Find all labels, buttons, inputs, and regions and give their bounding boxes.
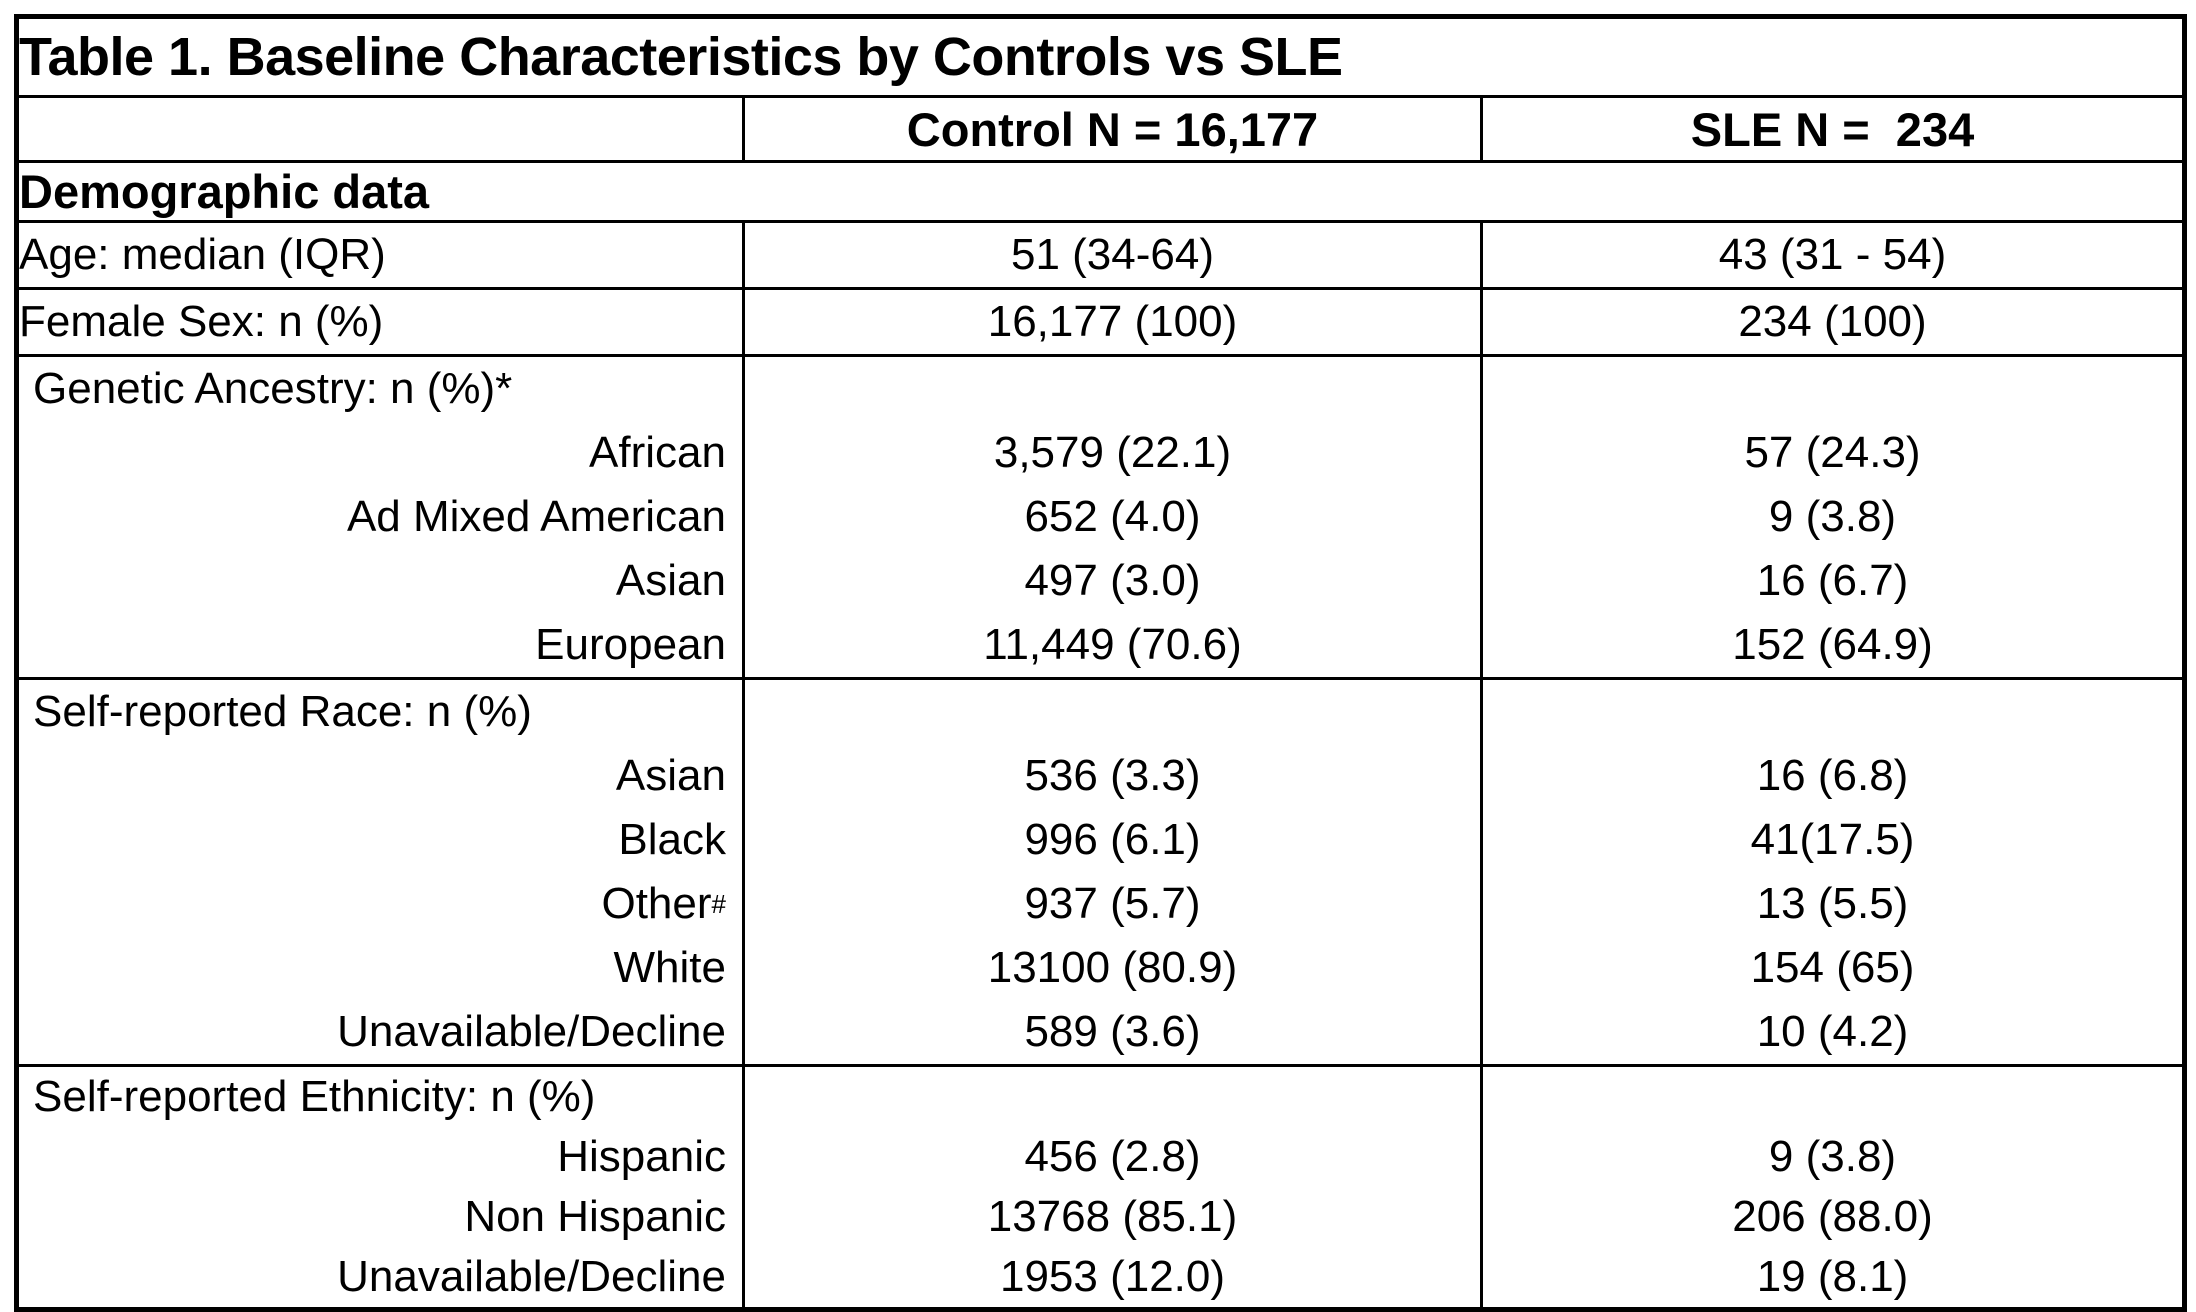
ethnicity-sle-cell: 9 (3.8) 206 (88.0) 19 (8.1) xyxy=(1479,1064,2187,1311)
race-item-other: Other # xyxy=(601,879,726,928)
female-sex-row: Female Sex: n (%) 16,177 (100) 234 (100) xyxy=(15,287,2187,357)
genetic-asian-sle-value: 16 (6.7) xyxy=(1756,556,1909,605)
genetic-ancestry-control-cell: 3,579 (22.1) 652 (4.0) 497 (3.0) 11,449 … xyxy=(742,354,1483,680)
ethnicity-header: Self-reported Ethnicity: n (%) xyxy=(33,1072,596,1121)
ethnicity-hispanic-control-value: 456 (2.8) xyxy=(1024,1132,1201,1181)
genetic-ad-mixed-control-value: 652 (4.0) xyxy=(1024,492,1201,541)
race-item-unavailable-decline: Unavailable/Decline xyxy=(337,1007,726,1056)
ethnicity-unavailable-sle-value: 19 (8.1) xyxy=(1756,1252,1909,1301)
race-black-sle-value: 41(17.5) xyxy=(1750,815,1915,864)
race-other-control-value: 937 (5.7) xyxy=(1024,879,1201,928)
title-row: Table 1. Baseline Characteristics by Con… xyxy=(14,15,2187,98)
genetic-item-african: African xyxy=(589,428,726,477)
race-item-black: Black xyxy=(618,815,726,864)
female-sex-sle-value: 234 (100) xyxy=(1479,287,2187,357)
column-header-control: Control N = 16,177 xyxy=(742,95,1483,163)
race-label-cell: Self-reported Race: n (%) Asian Black Ot… xyxy=(15,677,745,1067)
spacer-line xyxy=(1485,1069,2182,1128)
genetic-asian-control-value: 497 (3.0) xyxy=(1024,556,1201,605)
ethnicity-item-non-hispanic: Non Hispanic xyxy=(464,1192,726,1241)
race-white-sle-value: 154 (65) xyxy=(1750,943,1915,992)
ethnicity-item-unavailable-decline: Unavailable/Decline xyxy=(337,1252,726,1301)
spacer-line xyxy=(1485,359,2182,422)
race-asian-sle-value: 16 (6.8) xyxy=(1756,751,1909,800)
race-item-asian: Asian xyxy=(615,751,726,800)
self-reported-ethnicity-section-row: Self-reported Ethnicity: n (%) Hispanic … xyxy=(15,1064,2187,1311)
column-header-sle: SLE N = 234 xyxy=(1479,95,2187,163)
spacer-line xyxy=(747,682,1479,745)
race-other-sle-value: 13 (5.5) xyxy=(1756,879,1909,928)
column-header-row: Control N = 16,177 SLE N = 234 xyxy=(15,95,2187,163)
ethnicity-control-cell: 456 (2.8) 13768 (85.1) 1953 (12.0) xyxy=(742,1064,1483,1311)
ethnicity-hispanic-sle-value: 9 (3.8) xyxy=(1768,1132,1897,1181)
age-sle-value: 43 (31 - 54) xyxy=(1479,220,2187,290)
genetic-ad-mixed-sle-value: 9 (3.8) xyxy=(1768,492,1897,541)
ethnicity-non-hispanic-control-value: 13768 (85.1) xyxy=(987,1192,1238,1241)
genetic-item-ad-mixed-american: Ad Mixed American xyxy=(346,492,726,541)
age-row-label: Age: median (IQR) xyxy=(15,220,745,290)
race-item-white: White xyxy=(613,943,726,992)
female-sex-control-value: 16,177 (100) xyxy=(742,287,1483,357)
genetic-ancestry-header: Genetic Ancestry: n (%)* xyxy=(33,364,513,413)
age-row: Age: median (IQR) 51 (34-64) 43 (31 - 54… xyxy=(15,220,2187,290)
column-header-blank xyxy=(15,95,745,163)
female-sex-row-label: Female Sex: n (%) xyxy=(15,287,745,357)
ethnicity-non-hispanic-sle-value: 206 (88.0) xyxy=(1732,1192,1933,1241)
race-unavailable-control-value: 589 (3.6) xyxy=(1024,1007,1201,1056)
race-asian-control-value: 536 (3.3) xyxy=(1024,751,1201,800)
race-control-cell: 536 (3.3) 996 (6.1) 937 (5.7) 13100 (80.… xyxy=(742,677,1483,1067)
ethnicity-label-cell: Self-reported Ethnicity: n (%) Hispanic … xyxy=(15,1064,745,1311)
section-header-demographic-data: Demographic data xyxy=(14,160,2187,223)
genetic-item-european: European xyxy=(535,620,726,669)
genetic-ancestry-sle-cell: 57 (24.3) 9 (3.8) 16 (6.7) 152 (64.9) xyxy=(1479,354,2187,680)
genetic-european-sle-value: 152 (64.9) xyxy=(1732,620,1933,669)
age-control-value: 51 (34-64) xyxy=(742,220,1483,290)
race-unavailable-sle-value: 10 (4.2) xyxy=(1756,1007,1909,1056)
genetic-african-sle-value: 57 (24.3) xyxy=(1744,428,1921,477)
race-item-other-text: Other xyxy=(601,879,712,928)
genetic-african-control-value: 3,579 (22.1) xyxy=(993,428,1232,477)
race-sle-cell: 16 (6.8) 41(17.5) 13 (5.5) 154 (65) 10 (… xyxy=(1479,677,2187,1067)
genetic-ancestry-label-cell: Genetic Ancestry: n (%)* African Ad Mixe… xyxy=(15,354,745,680)
self-reported-race-section-row: Self-reported Race: n (%) Asian Black Ot… xyxy=(15,677,2187,1067)
ethnicity-item-hispanic: Hispanic xyxy=(557,1132,726,1181)
genetic-item-asian: Asian xyxy=(615,556,726,605)
spacer-line xyxy=(747,1069,1479,1128)
demographic-section-row: Demographic data xyxy=(14,160,2187,223)
table-title: Table 1. Baseline Characteristics by Con… xyxy=(14,15,2187,98)
race-white-control-value: 13100 (80.9) xyxy=(987,943,1238,992)
race-header: Self-reported Race: n (%) xyxy=(33,687,532,736)
spacer-line xyxy=(1485,682,2182,745)
baseline-characteristics-table: Table 1. Baseline Characteristics by Con… xyxy=(14,14,2188,1312)
spacer-line xyxy=(747,359,1479,422)
genetic-european-control-value: 11,449 (70.6) xyxy=(983,620,1242,669)
ethnicity-unavailable-control-value: 1953 (12.0) xyxy=(999,1252,1226,1301)
race-black-control-value: 996 (6.1) xyxy=(1024,815,1201,864)
genetic-ancestry-section-row: Genetic Ancestry: n (%)* African Ad Mixe… xyxy=(15,354,2187,680)
